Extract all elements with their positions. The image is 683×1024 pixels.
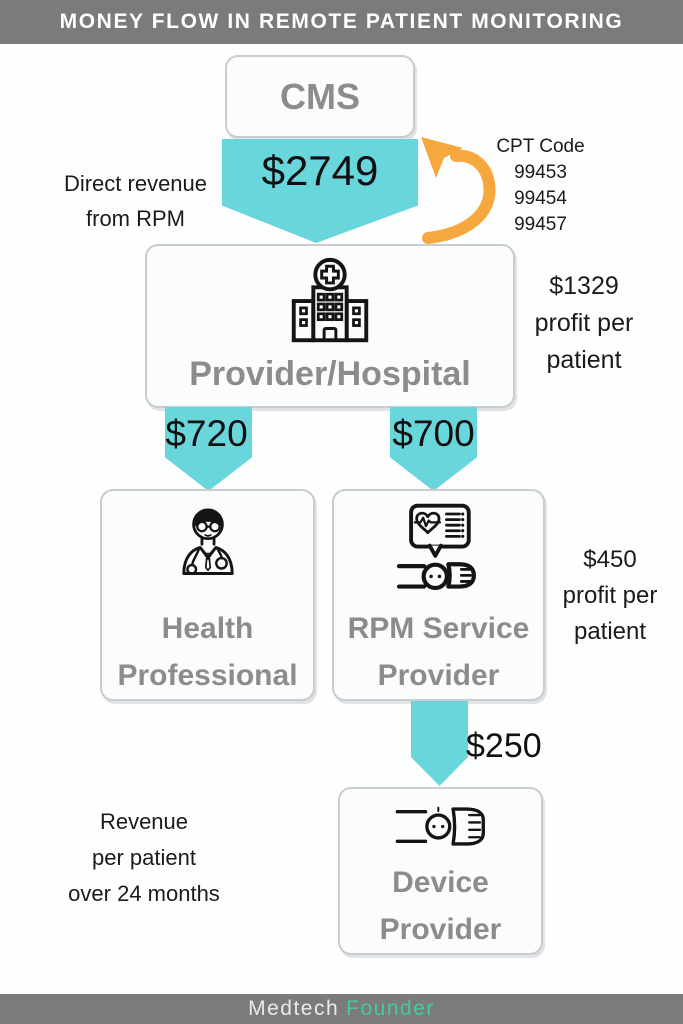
node-cms: CMS [225, 55, 415, 138]
node-rpm-service-provider: RPM Service Provider [332, 489, 545, 701]
note-provider-profit-line3: patient [546, 346, 622, 374]
note-rpm-profit-line1: $450 [583, 546, 637, 573]
note-cpt-title: CPT Code [496, 136, 585, 157]
note-revenue-period-line2: per patient [92, 845, 196, 870]
note-provider-profit-line2: profit per [534, 309, 634, 337]
flow-arrow-rpm-service-to-device [411, 701, 468, 786]
note-direct-revenue: Direct revenue from RPM [28, 166, 243, 236]
title-banner: MONEY FLOW IN REMOTE PATIENT MONITORING [0, 0, 683, 44]
note-rpm-profit: $450 profit per patient [540, 542, 680, 650]
node-health-professional-label: Health Professional [117, 605, 297, 699]
node-device-provider-line1: Device [392, 866, 489, 899]
note-revenue-period: Revenue per patient over 24 months [30, 804, 258, 912]
node-rpm-service-provider-label: RPM Service Provider [348, 605, 530, 699]
footer-banner: Medtech Founder [0, 994, 683, 1024]
flow-amount-provider-to-rpm-service: $700 [392, 413, 475, 454]
note-revenue-period-line1: Revenue [99, 809, 189, 834]
note-revenue-period-line3: over 24 months [68, 881, 220, 906]
node-rpm-service-provider-line1: RPM Service [347, 612, 530, 645]
flow-amount-rpm-service-to-device: $250 [466, 727, 542, 765]
note-rpm-profit-line3: patient [573, 618, 647, 645]
node-cms-label: CMS [280, 75, 360, 117]
note-cpt-code: CPT Code 99453 99454 99457 [478, 134, 603, 238]
hospital-icon [291, 257, 369, 343]
flow-amount-provider-to-health-professional: $720 [165, 413, 248, 454]
note-provider-profit-line1: $1329 [549, 272, 619, 300]
smartwatch-monitoring-icon [396, 503, 476, 591]
node-provider-hospital-label: Provider/Hospital [189, 355, 471, 393]
node-rpm-service-provider-line2: Provider [377, 659, 500, 692]
note-direct-revenue-line2: from RPM [86, 206, 185, 231]
flow-amount-cms-to-provider: $2749 [261, 147, 379, 194]
node-health-professional-line1: Health [161, 612, 254, 645]
page-title: MONEY FLOW IN REMOTE PATIENT MONITORING [59, 10, 624, 33]
note-cpt-code-2: 99454 [514, 188, 567, 209]
node-device-provider-line2: Provider [379, 913, 502, 946]
node-health-professional-line2: Professional [117, 659, 298, 692]
note-provider-profit: $1329 profit per patient [513, 268, 655, 379]
doctor-icon [181, 508, 234, 576]
note-rpm-profit-line2: profit per [562, 582, 658, 609]
curved-arrow-icon [421, 137, 496, 244]
node-provider-hospital: Provider/Hospital [145, 244, 515, 408]
note-cpt-code-1: 99453 [514, 162, 567, 183]
node-device-provider: Device Provider [338, 787, 543, 955]
node-health-professional: Health Professional [100, 489, 315, 701]
footer-brand-accent: Founder [346, 997, 435, 1020]
note-direct-revenue-line1: Direct revenue [63, 171, 208, 196]
note-cpt-code-3: 99457 [514, 214, 567, 235]
smartwatch-icon [395, 806, 485, 846]
footer-brand-primary: Medtech [248, 997, 340, 1020]
node-device-provider-label: Device Provider [380, 859, 502, 953]
